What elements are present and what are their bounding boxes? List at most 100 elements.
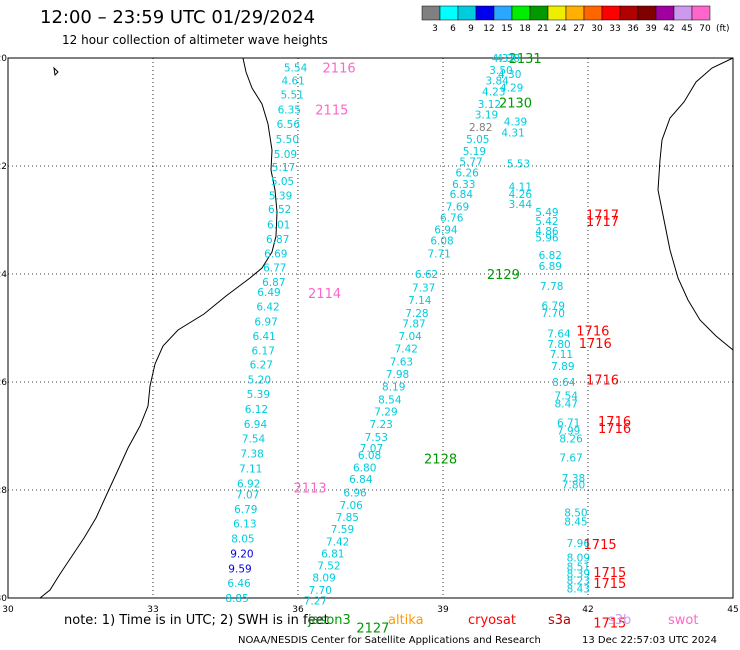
wave-height-value: 6.41	[252, 331, 275, 343]
wave-height-value: 4.39	[504, 117, 527, 129]
wave-height-value: 7.23	[369, 419, 392, 431]
wave-height-value: 8.51	[567, 562, 590, 574]
wave-height-value: 6.79	[234, 504, 257, 516]
wave-height-value: 7.96	[567, 538, 591, 550]
wave-height-value: 7.11	[550, 349, 573, 361]
wave-height-value: 5.39	[269, 191, 292, 203]
lon-tick-label: 45	[727, 605, 738, 615]
wave-height-value: 7.54	[555, 391, 579, 403]
wave-height-value: 6.42	[256, 301, 279, 313]
legend-tick-label: 21	[537, 24, 548, 34]
satellite-label-s3a: s3a	[548, 613, 572, 628]
wave-height-value: 6.94	[434, 225, 458, 237]
wave-height-value: 6.08	[430, 236, 453, 248]
lon-tick-label: 36	[292, 605, 304, 615]
wave-height-value: 6.92	[237, 479, 260, 491]
wave-height-value: 7.85	[336, 512, 359, 524]
footer-timestamp: 13 Dec 22:57:03 UTC 2024	[582, 635, 717, 646]
wave-height-value: 5.39	[247, 389, 270, 401]
pass-label: 2127	[356, 622, 389, 637]
wave-height-value: 6.46	[227, 578, 251, 590]
wave-height-value: 5.09	[274, 149, 297, 161]
wave-height-value: 4.23	[482, 86, 505, 98]
wave-height-value: 8.50	[564, 508, 587, 520]
track-2127: 2127	[356, 622, 389, 637]
wave-height-value: 4.30	[497, 53, 520, 65]
pass-label: 2113	[294, 481, 327, 496]
lon-tick-label: 33	[147, 605, 158, 615]
pass-label: 1717	[586, 215, 619, 230]
wave-height-value: 3.84	[485, 76, 509, 88]
track-2129: 6.627.377.147.287.877.047.427.637.988.19…	[304, 268, 520, 608]
wave-height-value: 7.07	[236, 489, 259, 501]
lat-tick-label: -28	[0, 486, 7, 496]
wave-height-value: 5.51	[281, 90, 304, 102]
wave-height-value: 7.27	[304, 596, 327, 608]
legend-tick-label: 27	[573, 24, 584, 34]
africa-coastline	[39, 57, 278, 599]
pass-label: 2131	[509, 52, 542, 67]
wave-height-value: 8.64	[552, 377, 576, 389]
track-1716: 7.647.807.117.898.647.548.476.717.998.26…	[547, 325, 609, 492]
wave-height-value: 6.84	[450, 189, 474, 201]
wave-height-value: 7.28	[405, 308, 428, 320]
wave-height-value: 5.49	[535, 207, 558, 219]
wave-height-value: 6.69	[264, 248, 287, 260]
wave-height-value: 6.87	[262, 277, 285, 289]
wave-height-value: 6.84	[349, 474, 373, 486]
wave-height-value: 6.35	[278, 104, 301, 116]
legend-swatch-70	[691, 5, 711, 21]
pass-label: 2129	[487, 268, 520, 283]
lat-tick-label: -30	[0, 594, 7, 604]
track-1717: 5.495.424.865.96 6.826.89 7.78 6.797.70 1717	[535, 207, 619, 320]
wave-height-value: 6.71	[557, 418, 580, 430]
pass-label: 2130	[499, 96, 532, 111]
wave-height-value: 8.09	[312, 572, 335, 584]
wave-height-value: 7.04	[398, 331, 422, 343]
wave-height-value: 4.32	[492, 53, 515, 65]
coastline	[39, 57, 734, 599]
wave-height-legend: 3 6 9 12 15 18 21 24 27 30 33 36 39 42 45 70 (ft)	[421, 5, 730, 34]
wave-height-value: 2.82	[469, 122, 492, 134]
wave-height-value: 5.42	[535, 216, 558, 228]
legend-tick-label: 12	[483, 24, 494, 34]
wave-height-value: 7.87	[402, 319, 425, 331]
wave-height-value: 3.50	[489, 65, 512, 77]
wave-height-value: 4.26	[509, 189, 533, 201]
wave-height-value: 7.38	[562, 473, 585, 485]
pass-label: 1716	[579, 337, 612, 352]
wave-height-value: 6.12	[245, 404, 268, 416]
wave-height-value: 5.54	[284, 63, 308, 75]
satellite-label-cryosat: cryosat	[468, 613, 516, 628]
wave-height-value: 6.17	[252, 346, 275, 358]
pass-label: 2128	[424, 453, 457, 468]
wave-height-value: 8.23	[567, 576, 590, 588]
pass-label: 1717	[586, 209, 619, 224]
pass-label: 1715	[593, 577, 626, 592]
satellite-label-s3b: s3b	[608, 613, 632, 628]
legend-tick-label: 3	[432, 24, 438, 34]
lat-tick-label: -22	[0, 162, 7, 172]
wave-height-value: 7.89	[551, 361, 574, 373]
track-2114: 6.49 6.42 6.97 6.41 6.17 6.27 5.20 5.39 6.12 6.94…	[225, 287, 341, 605]
lon-tick-label: 39	[437, 605, 449, 615]
pass-label: 1716	[598, 415, 631, 430]
lon-tick-label: 30	[2, 605, 14, 615]
footer-credit: NOAA/NESDIS Center for Satellite Applica…	[238, 635, 541, 646]
wave-height-value: 7.80	[547, 339, 570, 351]
satellite-label-altika: altika	[388, 613, 424, 628]
legend-tick-label: 30	[591, 24, 603, 34]
wave-height-value: 7.70	[542, 308, 565, 320]
wave-height-value: 6.79	[542, 300, 565, 312]
wave-height-value: 3.44	[509, 199, 533, 211]
wave-height-value: 7.42	[395, 344, 418, 356]
wave-height-value: 5.05	[271, 176, 294, 188]
pass-label: 1716	[586, 373, 619, 388]
wave-height-value: 5.77	[459, 157, 482, 169]
wave-height-value: 7.99	[557, 426, 580, 438]
wave-height-value: 7.53	[365, 432, 388, 444]
pass-label: 1716	[598, 422, 631, 437]
wave-height-value: 6.76	[440, 212, 464, 224]
legend-unit-label: (ft)	[716, 24, 730, 34]
